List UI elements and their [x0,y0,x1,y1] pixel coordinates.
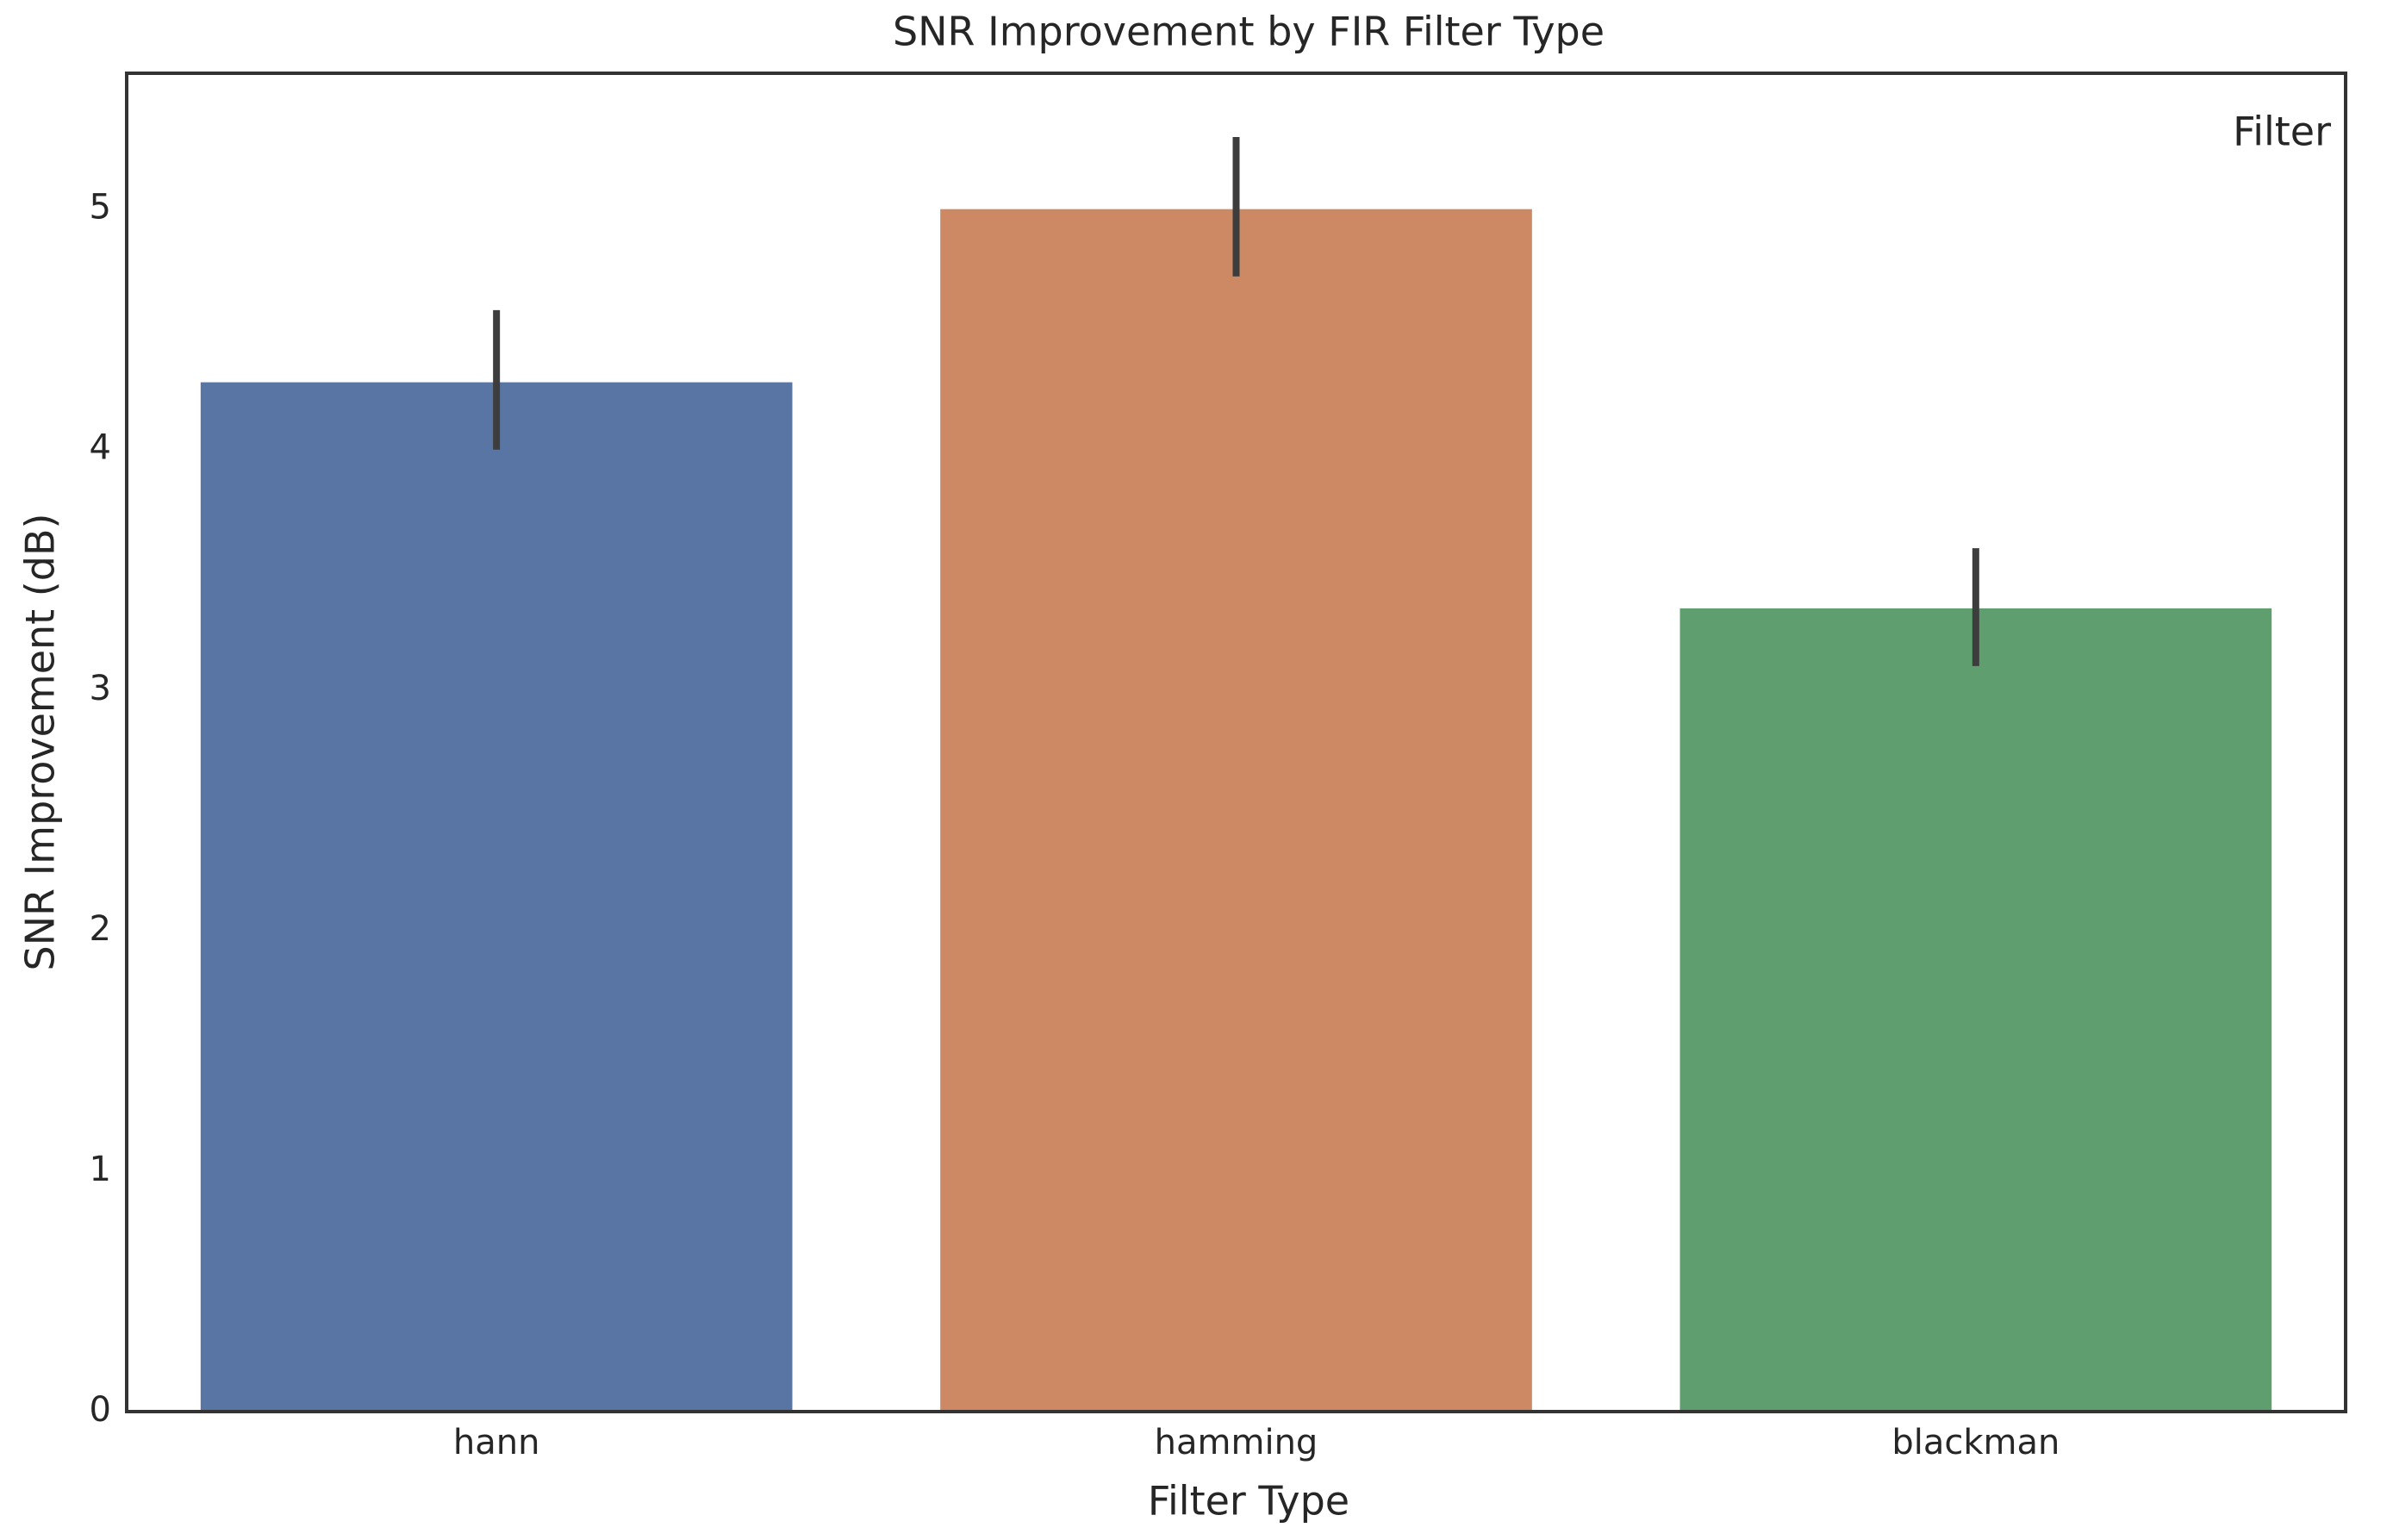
y-tick-label: 3 [90,669,111,708]
x-tick-label: hamming [1155,1423,1318,1462]
y-tick-label: 1 [90,1150,111,1189]
x-tick-label: hann [453,1423,540,1462]
y-tick-label: 5 [90,188,111,228]
y-tick-label: 2 [90,909,111,949]
bar [1679,608,2272,1412]
y-axis-label: SNR Improvement (dB) [17,514,64,971]
x-axis-label: Filter Type [1148,1478,1349,1524]
y-tick-label: 0 [90,1390,111,1430]
legend-title: Filter [2233,109,2331,155]
y-tick-label: 4 [90,428,111,468]
chart-title: SNR Improvement by FIR Filter Type [893,9,1605,55]
axes-frame [125,72,2347,1413]
x-tick-label: blackman [1891,1423,2060,1462]
bar [200,382,793,1412]
bar [940,209,1532,1412]
